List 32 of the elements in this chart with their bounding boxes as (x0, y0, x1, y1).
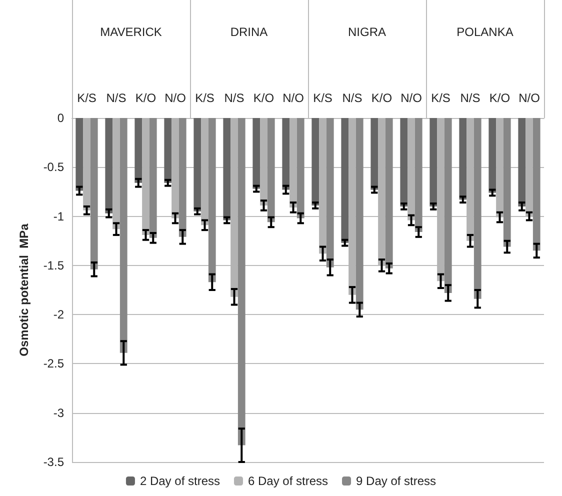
y-tick-label: -3.5 (43, 455, 64, 469)
x-tick-label: K/O (489, 91, 510, 105)
y-tick-label: -1.5 (43, 258, 64, 272)
x-tick-label: N/S (106, 91, 126, 105)
y-tick-label: -1 (53, 209, 64, 224)
x-tick-label: K/S (313, 91, 332, 105)
x-tick-label: N/O (164, 91, 186, 105)
x-tick-label: K/S (77, 91, 96, 105)
x-tick-label: N/S (342, 91, 362, 105)
y-tick-label: -0.5 (43, 160, 64, 174)
x-tick-label: K/S (195, 91, 214, 105)
x-tick-label: N/S (224, 91, 244, 105)
y-tick-label: -2.5 (43, 356, 64, 371)
y-tick-label: -2 (53, 308, 64, 322)
x-tick-label: K/S (431, 91, 450, 105)
y-tick-label: 0 (57, 111, 64, 125)
x-tick-label: K/O (253, 91, 274, 105)
x-tick-label: N/O (518, 91, 540, 105)
y-axis-title: Osmotic potential MPa (17, 223, 31, 356)
x-tick-label: K/O (135, 91, 156, 105)
text: MAVERICK (100, 25, 162, 39)
legend-label: 2 Day of stress (140, 474, 220, 488)
legend-label: 9 Day of stress (356, 474, 436, 488)
text: NIGRA (348, 25, 386, 39)
legend-label: 6 Day of stress (248, 474, 328, 488)
text: POLANKA (456, 25, 514, 39)
x-tick-label: N/S (460, 91, 480, 105)
x-tick-label: K/O (371, 91, 392, 105)
x-tick-label: N/O (400, 91, 422, 105)
y-tick-label: -3 (53, 406, 64, 420)
text: DRINA (230, 25, 268, 39)
x-tick-label: N/O (282, 91, 304, 105)
